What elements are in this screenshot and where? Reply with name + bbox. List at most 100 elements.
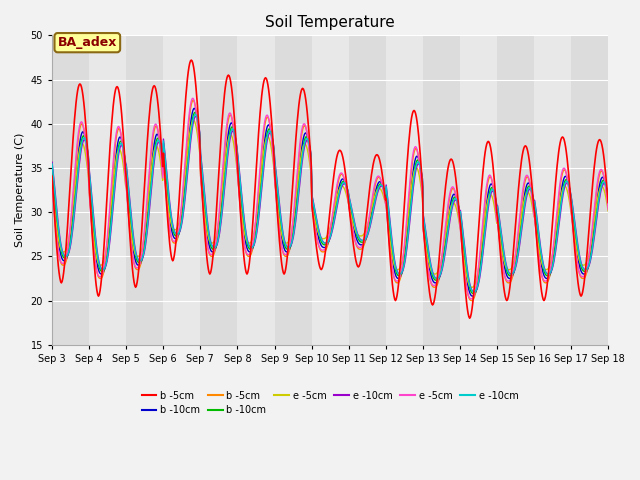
b -10cm: [48, 169, 56, 175]
b -10cm: [48, 164, 56, 169]
e -5cm: [399, 260, 406, 266]
b -10cm: [202, 213, 210, 218]
e -5cm: [58, 249, 66, 254]
e -5cm: [189, 96, 196, 101]
e -10cm: [415, 161, 422, 167]
b -10cm: [604, 195, 612, 201]
b -5cm: [48, 173, 56, 179]
Text: BA_adex: BA_adex: [58, 36, 117, 49]
e -10cm: [58, 249, 66, 254]
e -10cm: [470, 289, 477, 295]
b -10cm: [116, 134, 124, 140]
b -5cm: [415, 155, 422, 160]
Line: e -5cm: e -5cm: [52, 98, 608, 299]
Line: e -10cm: e -10cm: [52, 116, 608, 292]
Bar: [52, 36, 89, 345]
Bar: [423, 36, 460, 345]
b -10cm: [172, 236, 180, 241]
e -5cm: [202, 222, 210, 228]
b -10cm: [172, 233, 180, 239]
e -10cm: [48, 159, 56, 165]
Line: e -10cm: e -10cm: [52, 114, 608, 292]
e -10cm: [116, 147, 124, 153]
Bar: [126, 36, 163, 345]
e -5cm: [604, 207, 612, 213]
b -10cm: [191, 106, 198, 111]
b -5cm: [189, 97, 196, 103]
b -5cm: [202, 232, 210, 238]
e -5cm: [467, 296, 475, 301]
Bar: [349, 36, 386, 345]
b -10cm: [58, 252, 66, 257]
e -10cm: [604, 192, 612, 198]
Line: b -10cm: b -10cm: [52, 108, 608, 296]
b -5cm: [466, 315, 474, 321]
Line: b -5cm: b -5cm: [52, 60, 608, 318]
b -5cm: [58, 278, 66, 284]
e -5cm: [172, 238, 180, 243]
b -5cm: [415, 133, 422, 139]
e -5cm: [116, 124, 124, 130]
e -10cm: [172, 231, 180, 237]
e -10cm: [48, 161, 56, 167]
e -5cm: [116, 146, 124, 152]
b -5cm: [399, 265, 406, 271]
e -5cm: [399, 257, 406, 263]
e -10cm: [58, 247, 66, 253]
b -10cm: [415, 158, 422, 164]
e -10cm: [399, 269, 406, 275]
Title: Soil Temperature: Soil Temperature: [265, 15, 395, 30]
e -5cm: [468, 285, 476, 290]
b -5cm: [604, 200, 612, 205]
e -5cm: [190, 118, 198, 123]
e -10cm: [202, 208, 210, 214]
b -5cm: [399, 232, 406, 238]
Bar: [571, 36, 608, 345]
e -10cm: [191, 111, 199, 117]
b -10cm: [604, 198, 612, 204]
e -10cm: [172, 231, 180, 237]
b -5cm: [172, 240, 180, 245]
Line: b -5cm: b -5cm: [52, 100, 608, 300]
e -5cm: [48, 182, 56, 188]
e -5cm: [415, 170, 422, 176]
Line: b -10cm: b -10cm: [52, 112, 608, 293]
b -10cm: [191, 109, 199, 115]
b -10cm: [202, 220, 210, 226]
b -5cm: [467, 298, 475, 303]
e -5cm: [202, 234, 210, 240]
Legend: b -5cm, b -10cm, b -5cm, b -10cm, e -5cm, e -10cm, e -5cm, e -10cm: b -5cm, b -10cm, b -5cm, b -10cm, e -5cm…: [138, 387, 522, 420]
Y-axis label: Soil Temperature (C): Soil Temperature (C): [15, 133, 25, 247]
e -5cm: [58, 261, 66, 266]
b -5cm: [604, 205, 612, 211]
b -10cm: [116, 141, 124, 146]
b -10cm: [399, 268, 406, 274]
b -5cm: [188, 57, 195, 63]
b -10cm: [415, 156, 422, 162]
e -5cm: [48, 181, 56, 187]
b -5cm: [202, 245, 210, 251]
b -10cm: [58, 256, 66, 262]
e -10cm: [415, 159, 422, 165]
b -5cm: [58, 262, 66, 268]
b -10cm: [469, 293, 477, 299]
e -5cm: [172, 227, 180, 232]
b -5cm: [116, 91, 124, 96]
e -10cm: [192, 113, 200, 119]
b -5cm: [48, 179, 56, 185]
b -10cm: [470, 290, 477, 296]
e -10cm: [470, 289, 478, 295]
e -5cm: [604, 208, 612, 214]
e -10cm: [116, 144, 124, 150]
e -10cm: [399, 268, 406, 274]
b -10cm: [399, 268, 406, 274]
Bar: [275, 36, 312, 345]
Bar: [200, 36, 237, 345]
e -10cm: [202, 205, 210, 211]
Line: e -5cm: e -5cm: [52, 120, 608, 288]
e -10cm: [604, 193, 612, 199]
Bar: [497, 36, 534, 345]
b -5cm: [116, 126, 124, 132]
e -5cm: [415, 156, 422, 161]
b -5cm: [172, 240, 180, 246]
